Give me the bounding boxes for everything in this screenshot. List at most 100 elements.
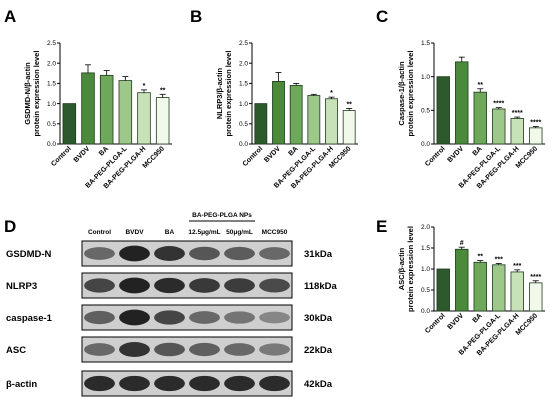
x-tick-label: BA [472, 145, 484, 157]
bar-bvdv [455, 248, 469, 312]
blot-protein-label: β-actin [6, 379, 37, 390]
significance-marker: *** [495, 257, 503, 264]
blot-band [84, 343, 115, 356]
y-tick-label: 1.5 [421, 40, 430, 47]
panel-letter: C [376, 7, 388, 26]
bar-ba-peg-plga-h [325, 98, 338, 145]
blot-band [154, 277, 185, 294]
blot-band [154, 342, 185, 357]
bar-mcc950 [529, 282, 543, 312]
blot-band [119, 342, 150, 357]
chart-panel-c: C 0.0 0.5 1.0 1.5 Caspase-1/β-actinprotein ex… [376, 7, 545, 190]
significance-marker: **** [493, 101, 504, 108]
bar-ba-peg-plga-h [137, 92, 151, 145]
y-tick-label: 0.0 [421, 308, 430, 315]
y-tick-label: 1.0 [47, 101, 56, 108]
blot-band [119, 375, 150, 392]
x-tick-label: BVDV [73, 145, 92, 164]
blot-band [259, 343, 290, 356]
blot-column-label: BVDV [125, 229, 144, 236]
bar-ba [473, 261, 487, 312]
blot-kda-label: 22kDa [304, 345, 333, 356]
y-tick-label: 1.5 [421, 245, 430, 252]
blot-band [84, 310, 115, 325]
bar-ba-peg-plga-l [492, 108, 506, 145]
bar-bvdv [272, 80, 285, 145]
bar-bvdv [455, 61, 469, 145]
x-tick-label: BVDV [446, 312, 465, 331]
y-tick-label: 0.5 [421, 108, 430, 115]
blot-row-gsdmd-n: GSDMD-N 31kDa [6, 240, 333, 267]
blot-band [84, 278, 115, 293]
bar-control [254, 103, 268, 145]
y-tick-label: 2.0 [421, 224, 430, 231]
significance-marker: ** [478, 254, 484, 261]
blot-protein-label: caspase-1 [6, 313, 53, 324]
blot-column-label: 50μg/mL [226, 229, 253, 236]
y-axis-label: Caspase-1/β-actinprotein expression leve… [397, 51, 415, 137]
blot-protein-label: NLRP3 [6, 281, 37, 292]
bar-ba [289, 85, 303, 145]
x-tick-label: BVDV [446, 145, 465, 164]
significance-marker: ** [478, 82, 484, 89]
blot-band [84, 375, 115, 392]
blot-band [259, 375, 290, 392]
blot-row-asc: ASC 22kDa [6, 336, 333, 363]
x-tick-label: BA [98, 145, 110, 157]
y-tick-label: 1.5 [239, 81, 248, 88]
x-tick-label: Control [424, 145, 447, 168]
chart-panel-e: E 0.0 0.5 1.0 1.5 2.0 ASC/β-actinprotein expre… [376, 217, 545, 357]
blot-band [259, 311, 290, 324]
bar-ba [473, 91, 487, 145]
blot-band [154, 310, 185, 325]
significance-marker: **** [512, 110, 523, 117]
y-tick-label: 0.5 [47, 121, 56, 128]
bar-control [436, 268, 450, 312]
y-tick-label: 2.5 [239, 40, 248, 47]
blot-band [224, 278, 255, 293]
blot-band [224, 375, 255, 392]
y-tick-label: 0.0 [421, 141, 430, 148]
significance-marker: # [460, 240, 464, 247]
blot-column-label: BA [165, 229, 175, 236]
blot-strip [81, 336, 293, 363]
y-tick-label: 0.0 [47, 141, 56, 148]
y-tick-label: 0.0 [239, 141, 248, 148]
bar-ba-peg-plga-l [492, 264, 506, 312]
significance-marker: *** [513, 263, 521, 270]
blot-band [189, 246, 220, 261]
bar-ba-peg-plga-l [118, 80, 133, 145]
blot-kda-label: 30kDa [304, 313, 333, 324]
blot-row-nlrp3: NLRP3 118kDa [6, 272, 337, 299]
np-group-label: BA-PEG-PLGA NPs [192, 212, 252, 219]
western-blot-panel: D BA-PEG-PLGA NPs Control BVDV BA 12.5μg/mL 50… [4, 212, 337, 397]
bar-ba-peg-plga-h [510, 118, 524, 145]
blot-band [259, 278, 290, 293]
blot-band [259, 247, 290, 260]
bar-mcc950 [342, 110, 356, 145]
y-tick-label: 1.0 [421, 74, 430, 81]
blot-band [224, 246, 255, 261]
blot-kda-label: 31kDa [304, 249, 333, 260]
blot-strip [81, 240, 293, 267]
bar-mcc950 [529, 127, 543, 145]
x-tick-label: BVDV [263, 145, 282, 164]
blot-band [189, 375, 220, 392]
significance-marker: ** [346, 101, 352, 108]
blot-band [224, 311, 255, 324]
y-tick-label: 2.5 [47, 40, 56, 47]
chart-panel-a: A 0.0 0.5 1.0 1.5 2.0 2.5 GSDMD-N/β-actinprotei… [4, 7, 172, 190]
bar-control [436, 76, 450, 145]
y-axis-label: GSDMD-N/β-actinprotein expression level [23, 51, 41, 137]
panel-letter: B [190, 7, 202, 26]
y-tick-label: 0.5 [421, 287, 430, 294]
bar-mcc950 [155, 97, 170, 145]
blot-protein-label: ASC [6, 345, 26, 356]
blot-column-label: 12.5μg/mL [188, 229, 220, 236]
y-tick-label: 2.0 [239, 60, 248, 67]
bar-bvdv [81, 72, 95, 145]
y-axis-label: NLRP3/β-actinprotein expression level [215, 51, 233, 137]
blot-column-label: MCC950 [262, 229, 288, 236]
bar-control [62, 103, 77, 145]
